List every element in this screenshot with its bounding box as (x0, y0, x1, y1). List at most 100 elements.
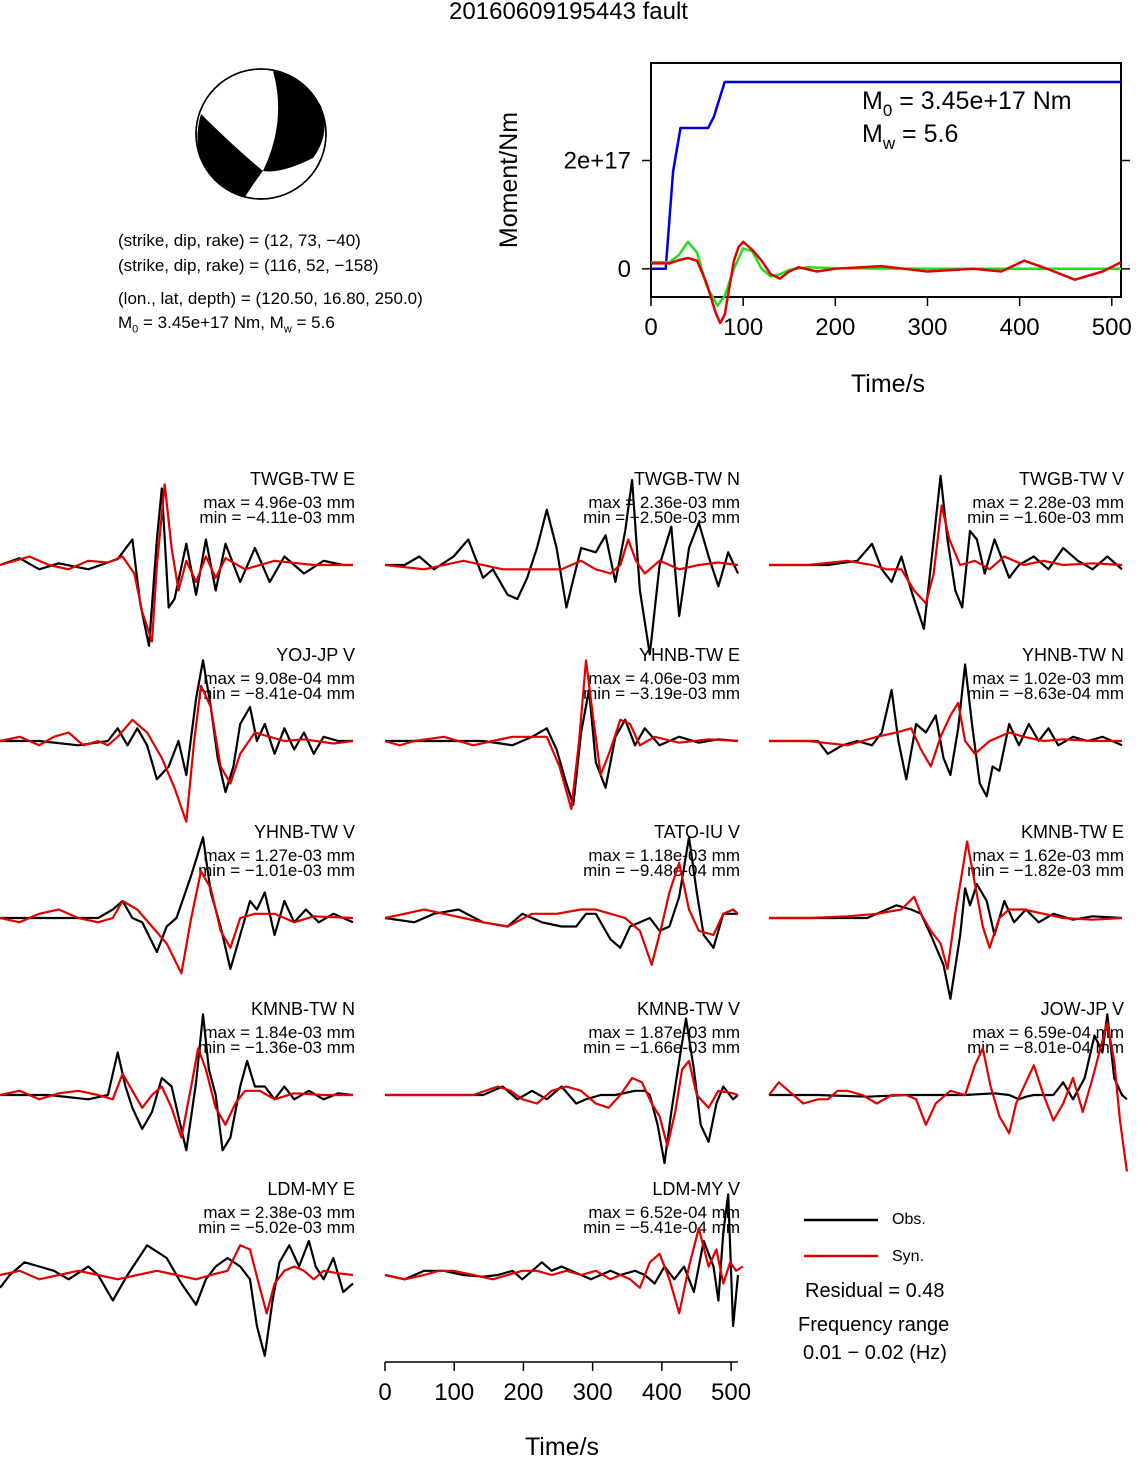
waveform-max-label: max = 6.52e-04 mm (588, 1203, 740, 1222)
waveform-station-label: YHNB-TW V (254, 822, 355, 842)
waveform-min-label: min = −5.02e-03 mm (198, 1218, 355, 1237)
waveform-min-label: min = −1.66e-03 mm (583, 1038, 740, 1057)
waveform-observed-line (0, 1239, 354, 1357)
waveform-max-label: max = 1.18e-03 mm (588, 846, 740, 865)
waveform-max-label: max = 1.27e-03 mm (203, 846, 355, 865)
waveform-max-label: max = 9.08e-04 mm (203, 669, 355, 688)
waveform-observed-line (384, 1193, 740, 1328)
stf-x-tick-label: 100 (723, 314, 763, 341)
beachball-compression-lobe-right (263, 71, 325, 172)
beachball-compression-lobe-left (197, 114, 263, 197)
waveform-observed-line (384, 836, 738, 949)
waveform-synthetic-line (769, 840, 1123, 971)
stf-x-tick-label: 0 (644, 314, 657, 341)
waveform-min-label: min = −4.11e-03 mm (199, 508, 355, 527)
waveform-max-label: max = 2.36e-03 mm (588, 493, 740, 512)
stf-plot-frame (650, 62, 1122, 298)
waveform-x-axis-label: Time/s (525, 1433, 599, 1458)
page-title: 20160609195443 fault (449, 0, 688, 25)
waveform-observed-line (769, 1013, 1128, 1101)
waveform-synthetic-line (384, 538, 739, 575)
waveform-station-label: KMNB-TW N (251, 999, 355, 1019)
frequency-range-value: 0.01 − 0.02 (Hz) (803, 1342, 947, 1364)
waveform-max-label: max = 2.28e-03 mm (972, 493, 1124, 512)
waveform-min-label: min = −3.19e-03 mm (583, 684, 740, 703)
stf-y-tick-label: 2e+17 (564, 148, 631, 175)
waveform-min-label: min = −9.48e-04 mm (583, 861, 740, 880)
waveform-station-label: KMNB-TW V (637, 999, 740, 1019)
legend-lines (804, 1218, 878, 1258)
residual-text: Residual = 0.48 (805, 1280, 945, 1302)
waveform-station-label: TWGB-TW N (634, 469, 740, 489)
stf-annotation-mw: Mw = 5.6 (862, 120, 958, 153)
waveform-observed-line (0, 659, 353, 794)
waveform-x-tick-label: 200 (503, 1379, 543, 1406)
waveform-observed-line (769, 474, 1123, 630)
stf-x-tick-label: 200 (815, 314, 855, 341)
waveform-max-label: max = 6.59e-04 mm (972, 1023, 1124, 1042)
waveform-synthetic-line (0, 1047, 353, 1139)
stf-x-tick-label: 300 (907, 314, 947, 341)
moment-line: M0 = 3.45e+17 Nm, Mw = 5.6 (118, 313, 335, 336)
waveform-min-label: min = −2.50e-03 mm (583, 508, 740, 527)
waveform-x-tick-label: 500 (711, 1379, 751, 1406)
waveform-max-label: max = 1.84e-03 mm (203, 1023, 355, 1042)
waveform-min-label: min = −1.01e-03 mm (198, 861, 355, 880)
waveform-max-label: max = 1.62e-03 mm (972, 846, 1124, 865)
waveform-min-label: min = −1.36e-03 mm (198, 1038, 355, 1057)
waveform-observed-line (385, 478, 739, 656)
focal-mechanism-beachball (195, 68, 327, 200)
waveform-max-label: max = 2.38e-03 mm (203, 1203, 355, 1222)
waveform-synthetic-line (0, 1244, 354, 1315)
waveform-synthetic-line (384, 1227, 744, 1315)
waveform-synthetic-line (384, 659, 739, 811)
waveform-observed-line (0, 487, 353, 647)
waveform-synthetic-line (0, 483, 353, 643)
legend-obs-label: Obs. (892, 1211, 926, 1228)
waveform-observed-line (769, 663, 1123, 798)
waveform-station-label: YOJ-JP V (276, 645, 355, 665)
frequency-range-label: Frequency range (798, 1314, 950, 1336)
waveform-synthetic-line (385, 1059, 739, 1148)
stf-x-tick-label: 500 (1092, 314, 1132, 341)
waveform-observed-line (0, 836, 354, 971)
waveform-min-label: min = −8.41e-04 mm (198, 684, 355, 703)
stf-series-line-2 (651, 240, 1122, 325)
waveform-station-label: LDM-MY E (267, 1179, 355, 1199)
waveform-station-label: YHNB-TW E (639, 645, 740, 665)
location-line: (lon., lat, depth) = (120.50, 16.80, 250… (118, 289, 423, 308)
waveform-min-label: min = −1.82e-03 mm (967, 861, 1124, 880)
waveform-max-label: max = 1.87e-03 mm (588, 1023, 740, 1042)
waveform-x-tick-label: 400 (642, 1379, 682, 1406)
waveform-station-label: TATO-IU V (654, 822, 740, 842)
stf-series-line-0 (651, 80, 1121, 271)
waveform-min-label: min = −1.60e-03 mm (967, 508, 1124, 527)
moment-rate-chart: 0 100 200 300 400 500 0 2e+17 Time/s Moment/Nm M0 … (495, 62, 1132, 398)
waveform-synthetic-line (769, 701, 1122, 768)
waveform-x-tick-label: 0 (378, 1379, 391, 1406)
waveform-station-label: KMNB-TW E (1021, 822, 1124, 842)
mechanism-line-2: (strike, dip, rake) = (116, 52, −158) (118, 256, 379, 275)
waveform-max-label: max = 4.06e-03 mm (588, 669, 740, 688)
waveform-min-label: min = −8.63e-04 mm (967, 684, 1124, 703)
stf-annotation-m0: M0 = 3.45e+17 Nm (862, 87, 1072, 120)
mechanism-line-1: (strike, dip, rake) = (12, 73, −40) (118, 231, 361, 250)
waveform-synthetic-line (0, 870, 354, 975)
stf-series-line-1 (651, 240, 1121, 307)
waveform-station-label: TWGB-TW E (250, 469, 355, 489)
waveform-observed-line (385, 688, 739, 806)
waveform-station-label: JOW-JP V (1041, 999, 1124, 1019)
waveform-min-label: min = −8.01e-04 mm (967, 1038, 1124, 1057)
waveform-station-label: YHNB-TW N (1022, 645, 1124, 665)
waveform-x-tick-label: 100 (434, 1379, 474, 1406)
waveform-min-label: min = −5.41e-04 mm (583, 1218, 740, 1237)
waveform-synthetic-line (0, 684, 354, 823)
waveform-station-label: LDM-MY V (652, 1179, 740, 1199)
waveform-max-label: max = 4.96e-03 mm (203, 493, 355, 512)
waveform-observed-line (769, 882, 1123, 1000)
waveform-observed-line (0, 1013, 354, 1152)
waveform-synthetic-line (384, 861, 739, 966)
waveform-synthetic-line (769, 504, 1123, 605)
stf-y-axis-label: Moment/Nm (495, 112, 523, 248)
stf-x-axis-label: Time/s (851, 370, 925, 398)
